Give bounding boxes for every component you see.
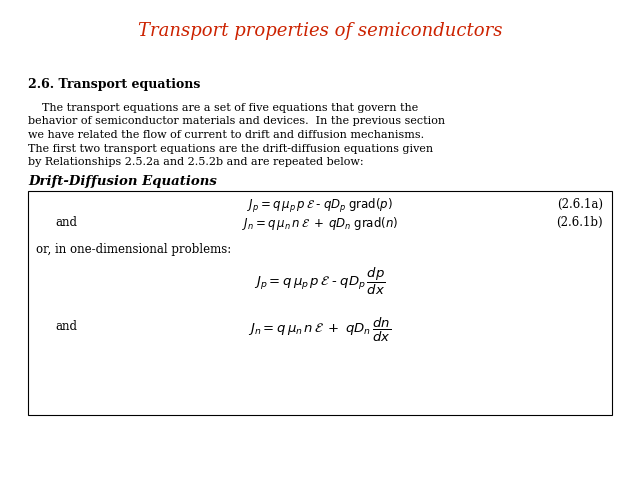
Text: or, in one-dimensional problems:: or, in one-dimensional problems:: [36, 243, 231, 256]
Text: and: and: [55, 216, 77, 228]
Text: by Relationships 2.5.2a and 2.5.2b and are repeated below:: by Relationships 2.5.2a and 2.5.2b and a…: [28, 157, 364, 167]
Text: behavior of semiconductor materials and devices.  In the previous section: behavior of semiconductor materials and …: [28, 117, 445, 127]
Text: $J_p = q\,\mu_p\,p\,\mathcal{E}\;\text{-}\;qD_p\,\dfrac{dp}{dx}$: $J_p = q\,\mu_p\,p\,\mathcal{E}\;\text{-…: [254, 265, 386, 297]
Text: we have related the flow of current to drift and diffusion mechanisms.: we have related the flow of current to d…: [28, 130, 424, 140]
Text: Transport properties of semiconductors: Transport properties of semiconductors: [138, 22, 502, 40]
Text: The transport equations are a set of five equations that govern the: The transport equations are a set of fiv…: [28, 103, 419, 113]
Text: (2.6.1b): (2.6.1b): [556, 216, 603, 228]
Text: and: and: [55, 321, 77, 334]
Text: (2.6.1a): (2.6.1a): [557, 197, 603, 211]
Text: $J_n = q\,\mu_n\,n\,\mathcal{E}\;+\;qD_n\,\dfrac{dn}{dx}$: $J_n = q\,\mu_n\,n\,\mathcal{E}\;+\;qD_n…: [248, 315, 392, 344]
Text: 2.6. Transport equations: 2.6. Transport equations: [28, 78, 200, 91]
Text: $J_n = q\,\mu_n\,n\,\mathcal{E}\;+\;qD_n\;\mathrm{grad}(n)$: $J_n = q\,\mu_n\,n\,\mathcal{E}\;+\;qD_n…: [242, 216, 398, 232]
Text: $J_p = q\,\mu_p\,p\,\mathcal{E}\;\text{-}\;qD_p\;\mathrm{grad}(p)$: $J_p = q\,\mu_p\,p\,\mathcal{E}\;\text{-…: [247, 197, 393, 216]
Text: The first two transport equations are the drift-diffusion equations given: The first two transport equations are th…: [28, 144, 433, 154]
Bar: [28, 191, 612, 415]
Text: Drift-Diffusion Equations: Drift-Diffusion Equations: [28, 175, 217, 188]
